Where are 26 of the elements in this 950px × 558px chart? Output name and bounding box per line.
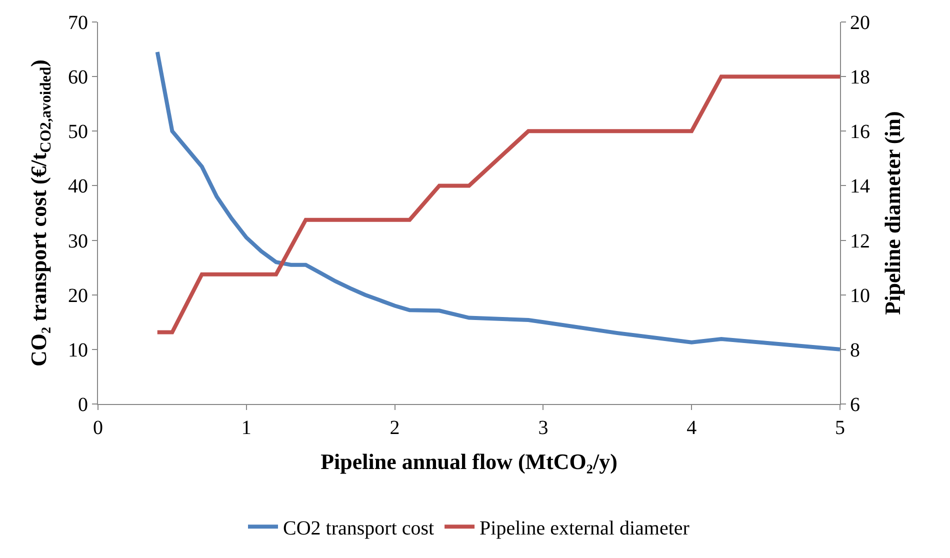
y-tick-label: 30 <box>68 230 88 252</box>
x-tick-label: 0 <box>93 417 103 439</box>
x-tick-label: 1 <box>241 417 252 439</box>
x-axis-title: Pipeline annual flow (MtCO₂/y) <box>320 448 618 474</box>
y2-tick-label: 8 <box>850 339 860 362</box>
y2-tick-label: 18 <box>850 66 870 89</box>
x-tick-label: 2 <box>390 417 400 439</box>
y2-tick-label: 16 <box>850 121 870 144</box>
y2-tick-label: 20 <box>850 12 870 34</box>
y-tick-label: 10 <box>68 339 88 362</box>
y-tick-label: 40 <box>68 176 88 198</box>
y-tick-label: 50 <box>68 121 88 144</box>
y2-axis-title: Pipeline diameter (in) <box>880 111 905 315</box>
legend-label: Pipeline external diameter <box>480 517 690 540</box>
y-tick-label: 20 <box>68 284 88 307</box>
x-tick-label: 5 <box>835 417 845 439</box>
y2-tick-label: 14 <box>850 176 870 198</box>
y2-tick-label: 6 <box>850 394 860 416</box>
legend-label: CO2 transport cost <box>283 517 435 540</box>
y2-tick-label: 12 <box>850 230 870 252</box>
y-tick-label: 70 <box>68 12 88 34</box>
y-tick-label: 60 <box>68 66 88 89</box>
x-tick-label: 3 <box>538 417 548 439</box>
y-tick-label: 0 <box>78 394 88 416</box>
x-tick-label: 4 <box>686 417 697 439</box>
y2-tick-label: 10 <box>850 284 870 307</box>
